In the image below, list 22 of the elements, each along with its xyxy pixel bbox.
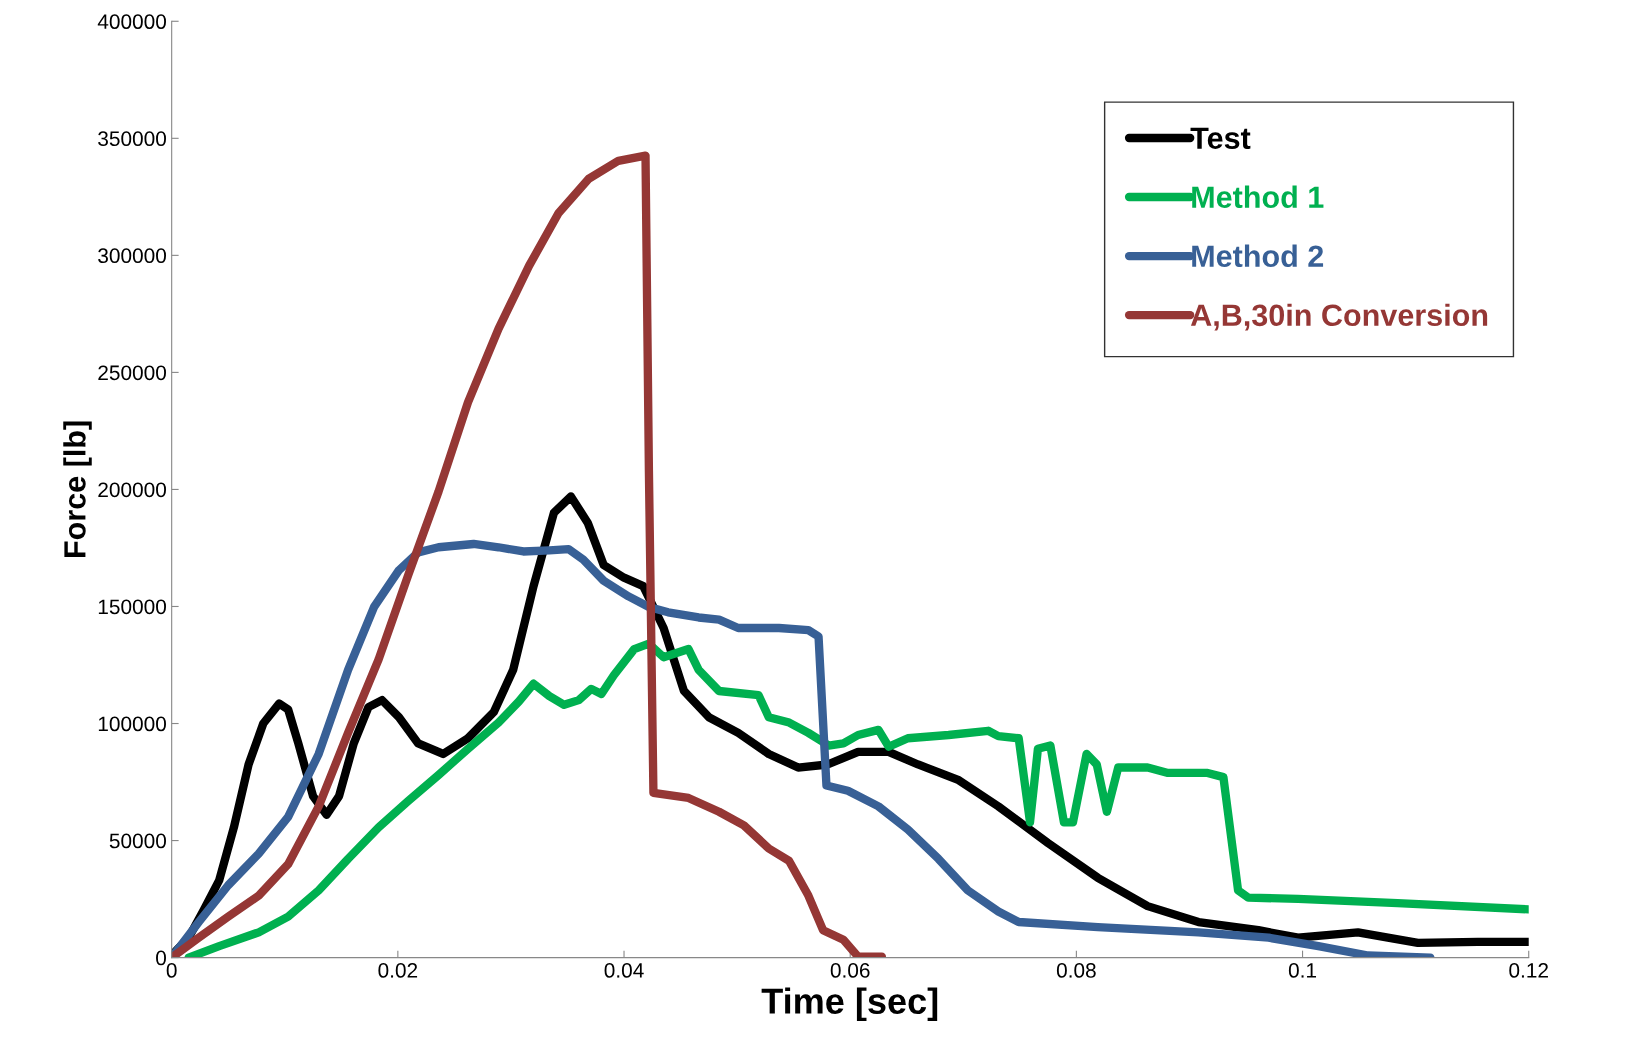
x-tick-label: 0.1: [1288, 963, 1317, 978]
y-tick-label: 300000: [98, 248, 167, 264]
legend-label: Method 1: [1192, 185, 1324, 209]
x-tick-label: 0.04: [604, 963, 644, 978]
y-tick-label: 100000: [98, 716, 167, 732]
x-tick-label: 0.06: [830, 963, 870, 978]
y-tick-label: 400000: [97, 14, 167, 30]
y-axis-title: Force [lb]: [63, 421, 92, 557]
x-tick-label: 0: [166, 963, 177, 978]
y-tick-label: 250000: [98, 365, 167, 381]
y-tick-label: 50000: [109, 833, 167, 849]
x-tick-label: 0.12: [1509, 963, 1548, 978]
y-tick-label: 0: [156, 950, 166, 966]
x-tick-label: 0.02: [378, 963, 418, 978]
legend-label: A,B,30in Conversion: [1190, 303, 1488, 331]
y-tick-label: 200000: [98, 482, 167, 498]
legend-label: Test: [1190, 127, 1251, 149]
legend-label: Method 2: [1192, 244, 1324, 268]
y-tick-label: 150000: [98, 599, 167, 615]
x-axis-title: Time [sec]: [761, 987, 938, 1022]
x-tick-label: 0.08: [1056, 963, 1096, 978]
y-tick-label: 350000: [98, 131, 167, 147]
